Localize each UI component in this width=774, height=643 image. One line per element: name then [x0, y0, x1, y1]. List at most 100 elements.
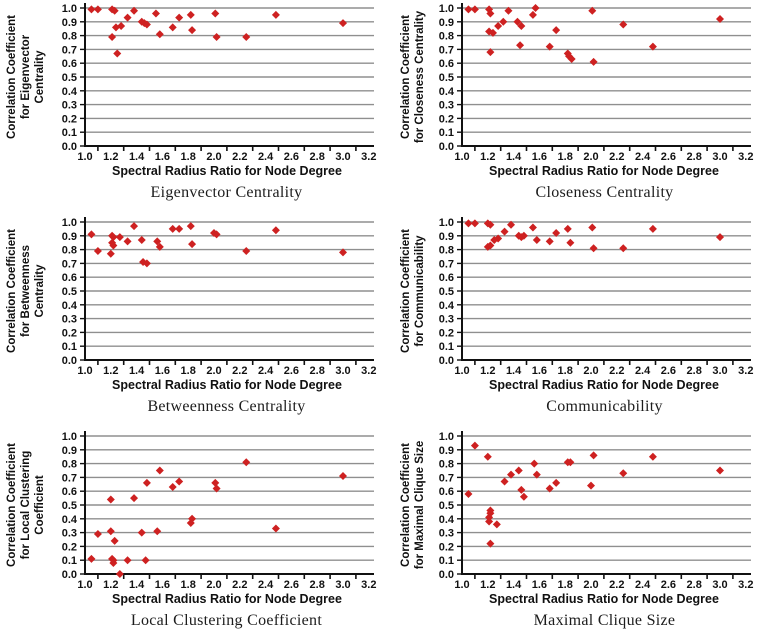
x-tick-label: 2.0 [583, 151, 598, 163]
y-tick-label: 0.9 [62, 231, 77, 243]
x-tick-labels: 1.0 1.2 1.4 1.6 1.8 2.0 2.2 2.4 2.6 2.8 3.0 3.2 [77, 579, 376, 591]
data-point-marker [563, 224, 572, 233]
data-point-marker [155, 30, 164, 39]
data-point-marker [211, 9, 220, 18]
y-axis-title-line: Correlation Coefficient [400, 443, 412, 567]
y-tick-label: 0.1 [439, 127, 454, 139]
x-tick-label: 3.2 [738, 365, 753, 377]
gridlines [85, 221, 374, 347]
data-point-marker [106, 527, 115, 536]
x-tick-label: 2.0 [206, 579, 221, 591]
data-point-marker [464, 489, 473, 498]
y-tick-label: 0.5 [62, 500, 77, 512]
x-tick-label: 1.8 [181, 151, 196, 163]
data-point-marker [563, 49, 572, 58]
data-points [87, 5, 347, 58]
data-point-marker [589, 57, 598, 66]
y-tick-labels: 0.0 0.1 0.20.3 0.4 0.5 0.6 0.70.8 0.9 1.0 [62, 217, 78, 367]
data-point-marker [483, 452, 492, 461]
data-point-marker [168, 483, 177, 492]
data-point-marker [517, 21, 526, 30]
y-tick-label: 0.7 [62, 472, 77, 484]
data-point-marker [588, 6, 597, 15]
data-point-marker [115, 570, 124, 578]
data-point-marker [552, 229, 561, 238]
x-tick-label: 1.4 [506, 151, 522, 163]
data-point-marker [142, 259, 151, 268]
x-tick-label: 2.2 [232, 151, 247, 163]
y-tick-label: 0.7 [62, 258, 77, 270]
x-tick-label: 3.0 [712, 579, 727, 591]
y-tick-label: 1.0 [62, 217, 77, 229]
data-point-marker [519, 231, 528, 240]
y-tick-label: 0.5 [439, 72, 454, 84]
maximal-clique-size-plot: 0.00.10.20.30.40.50.60.70.80.91.01.0 1.2 1… [400, 431, 753, 606]
x-tick-label: 2.0 [583, 579, 598, 591]
chart-maximal-clique-size: 0.0 0.1 0.2 0.3 0.4 0.5 0.6 0.7 0.8 0.9 1.0 1.0 1.2 1… [387, 428, 774, 642]
data-point-marker [212, 230, 221, 239]
data-point-marker [93, 246, 102, 255]
data-point-marker [271, 226, 280, 235]
data-point-marker [108, 32, 117, 41]
x-tick-label: 2.2 [609, 365, 624, 377]
x-tick-label: 1.0 [454, 579, 469, 591]
data-point-marker [464, 219, 473, 228]
y-tick-label: 0.7 [439, 472, 454, 484]
y-axis-title-line: Correlation Coefficient [400, 15, 412, 139]
x-tick-label: 2.4 [258, 365, 274, 377]
data-point-marker [188, 514, 197, 523]
x-tick-label: 3.2 [361, 579, 376, 591]
x-axis-title: Spectral Radius Ratio for Node Degree [489, 378, 719, 392]
gridlines [462, 7, 751, 133]
data-point-marker [504, 6, 513, 15]
data-point-marker [186, 10, 195, 19]
data-point-marker [530, 459, 539, 468]
data-point-marker [106, 495, 115, 504]
data-point-marker [486, 241, 495, 250]
data-point-marker [500, 477, 509, 486]
y-tick-label: 0.6 [439, 272, 454, 284]
data-points [87, 222, 347, 268]
y-tick-label: 0.1 [439, 341, 454, 353]
data-point-marker [488, 28, 497, 37]
x-tick-label: 3.2 [361, 151, 376, 163]
y-tick-label: 0.8 [439, 31, 454, 43]
y-tick-label: 0.6 [62, 58, 77, 70]
x-tick-label: 2.8 [687, 365, 702, 377]
y-tick-label: 0.2 [439, 327, 454, 339]
x-tick-labels: 1.0 1.2 1.4 1.6 1.8 2.0 2.2 2.4 2.6 2.8 3.0 3.2 [77, 365, 376, 377]
chart-caption: Closeness Centrality [535, 184, 674, 201]
x-tick-label: 2.2 [232, 579, 247, 591]
y-axis-title: Correlation Coefficient for Closeness Cen… [400, 10, 426, 143]
x-tick-label: 2.6 [284, 579, 299, 591]
x-tick-label: 2.0 [206, 151, 221, 163]
x-tick-label: 2.0 [583, 365, 598, 377]
y-tick-label: 0.0 [439, 569, 454, 581]
y-tick-label: 0.7 [439, 44, 454, 56]
y-tick-label: 0.2 [62, 327, 77, 339]
data-point-marker [494, 234, 503, 243]
chart-eigenvector-centrality: 0.0 0.1 0.2 0.3 0.4 0.5 0.6 0.7 0.8 0.9 1.0 1.0 1.2 1… [0, 0, 387, 214]
y-tick-label: 0.4 [62, 86, 78, 98]
y-tick-label: 0.0 [62, 569, 77, 581]
data-point-marker [212, 32, 221, 41]
data-point-marker [528, 223, 537, 232]
data-point-marker [528, 10, 537, 19]
x-tick-label: 2.8 [687, 579, 702, 591]
y-tick-label: 0.9 [439, 445, 454, 457]
chart-caption: Local Clustering Coefficient [130, 612, 323, 629]
data-point-marker [470, 441, 479, 450]
x-tick-label: 2.2 [609, 151, 624, 163]
communicability-plot: 0.00.10.20.30.40.50.60.70.80.91.01.0 1.2 1… [400, 217, 753, 392]
data-point-marker [110, 6, 119, 15]
data-point-marker [494, 21, 503, 30]
x-tick-label: 2.6 [661, 151, 676, 163]
y-tick-label: 0.9 [62, 445, 77, 457]
data-point-marker [175, 477, 184, 486]
y-tick-label: 0.0 [439, 141, 454, 153]
x-tick-label: 1.8 [558, 365, 573, 377]
y-tick-label: 0.3 [439, 528, 454, 540]
x-axis-title: Spectral Radius Ratio for Node Degree [489, 164, 719, 178]
data-point-marker [648, 42, 657, 51]
data-point-marker [619, 244, 628, 253]
